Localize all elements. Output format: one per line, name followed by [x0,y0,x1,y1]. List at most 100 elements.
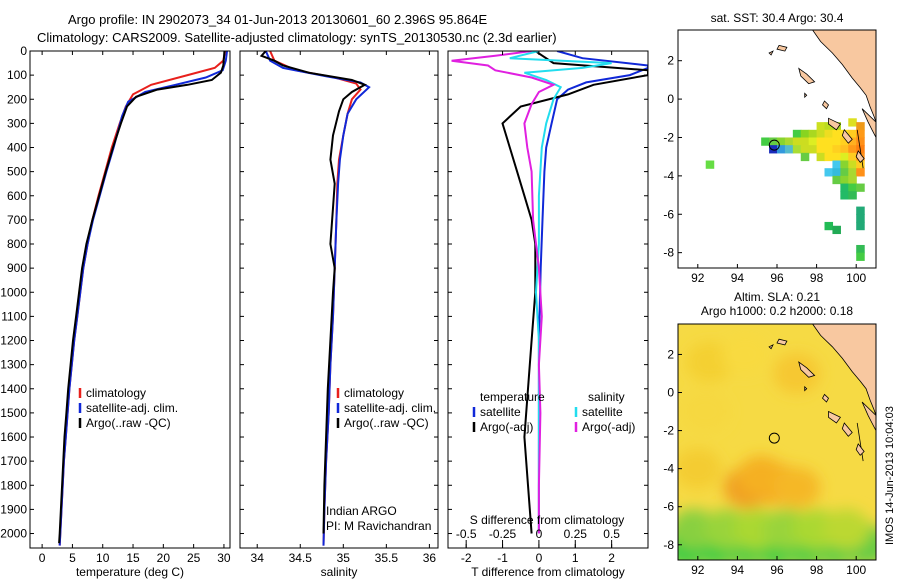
sst-cell [705,160,715,169]
sst-cell [824,122,834,131]
legend-label: satellite [480,405,521,419]
sumatra-coastline [812,30,876,123]
difference-series [451,51,648,534]
island [798,67,816,85]
y-tick-label: 0 [667,386,674,400]
legend-label: satellite-adj. clim. [344,401,436,415]
temperature-series-climatology [58,51,227,546]
legend-label: salinity [588,390,625,404]
sla_map-title: Altim. SLA: 0.21 [734,290,820,304]
legend-label: Argo(-adj) [582,420,635,434]
legend-label: climatology [344,386,404,400]
x-tick-label: 0 [536,551,543,565]
sst-cell [848,129,857,139]
title-line-2: Climatology: CARS2009. Satellite-adjuste… [37,30,557,45]
sla-cell [685,341,734,383]
annotation-line: PI: M Ravichandran [326,519,431,533]
difference-series-s-argo-adj [451,51,557,534]
sst-cell [784,137,794,146]
difference-series-t-argo-adj [501,51,648,534]
sst-cell [824,152,834,162]
sst-cell [816,129,826,139]
difference-x2label: S difference from climatology [470,513,625,527]
x2-tick-label: 0.5 [603,527,620,541]
y-tick-label: 1000 [0,285,27,299]
sst-cell [832,152,841,162]
x2-tick-label: 0.25 [564,527,588,541]
salinity-panel: 34 34.5 35 35.5 36 salinity climatologysatelli… [239,50,439,579]
island [768,344,774,350]
y-tick-label: 700 [7,213,27,227]
salinity-series-argo-raw-qc [259,51,368,534]
sst-cell [848,118,857,127]
x-tick-label: -2 [461,551,472,565]
y-tick-label: -4 [663,169,674,183]
sst-cell [832,129,841,139]
legend-label: temperature [480,390,545,404]
sla-cell [681,390,730,433]
temperature-panel: 0100200300400500600700800900100011001200… [0,44,231,579]
x-tick-label: 10 [96,551,110,565]
sst-cell [848,160,857,169]
difference-xlabel: T difference from climatology [471,565,625,579]
salinity-series [259,51,371,546]
island [841,422,853,437]
salinity-series-climatology [269,51,362,546]
y-tick-label: 1800 [0,478,27,492]
y-tick-label: 1200 [0,334,27,348]
sla-cell [773,467,821,509]
salinity-series-satellite-adj-clim [264,51,371,546]
island [855,443,865,456]
sst_map-content [705,30,876,261]
legend-label: Argo(..raw -QC) [344,416,429,430]
sst-cell [792,145,802,154]
sst-cell [816,145,826,154]
y-tick-label: -4 [663,462,674,476]
temperature-frame [29,50,231,549]
island [855,150,865,164]
x-tick-label: 100 [846,271,866,285]
sst-cell [856,252,865,261]
x-tick-label: 20 [157,551,171,565]
coast-line [856,422,864,462]
legend-label: Argo(-adj) [480,420,533,434]
sst-cell [856,183,865,192]
sst-cell [848,175,857,185]
x-tick-label: 34 [251,551,265,565]
sst-cell [816,122,826,131]
sla_map-content [678,324,876,560]
y-tick-label: 1300 [0,358,27,372]
y-tick-label: 900 [7,261,27,275]
y-tick-label: 2 [667,54,674,68]
sla_map-subtitle: Argo h1000: 0.2 h2000: 0.18 [701,304,853,318]
x2-tick-label: -0.25 [489,527,517,541]
sst-cell [800,145,810,154]
x-tick-label: -1 [497,551,508,565]
y-tick-label: 2 [667,347,674,361]
sumatra-coastline-south [861,108,876,138]
x-tick-label: 35 [337,551,351,565]
y-tick-label: 1900 [0,502,27,516]
y-tick-label: -6 [663,207,674,221]
sst-cell [761,137,770,146]
sst-cell [824,221,834,231]
sla_map-argo-marker [768,432,780,444]
y-tick-label: -8 [663,246,674,260]
difference-series-t-satellite [537,51,648,534]
x-tick-label: 98 [810,563,824,577]
x-tick-label: 100 [846,563,866,577]
sst-cell [808,129,818,139]
y-tick-label: 600 [7,189,27,203]
sst-cell [832,137,841,146]
x-tick-label: 34.5 [289,551,313,565]
x-tick-label: 0 [39,551,46,565]
legend-label: satellite [582,405,623,419]
sst-cell [769,145,778,154]
sst-cell [816,137,826,146]
y-tick-label: 500 [7,165,27,179]
sst-cell [784,145,794,154]
x-tick-label: 35.5 [375,551,399,565]
temperature-series-argo-raw-qc [58,51,226,544]
y-tick-label: 100 [7,68,27,82]
sst-map-panel: 92 94 96 98 100 -8 -6 -4 -2 0 2 sat. SST: 30.4 Argo… [663,11,877,285]
